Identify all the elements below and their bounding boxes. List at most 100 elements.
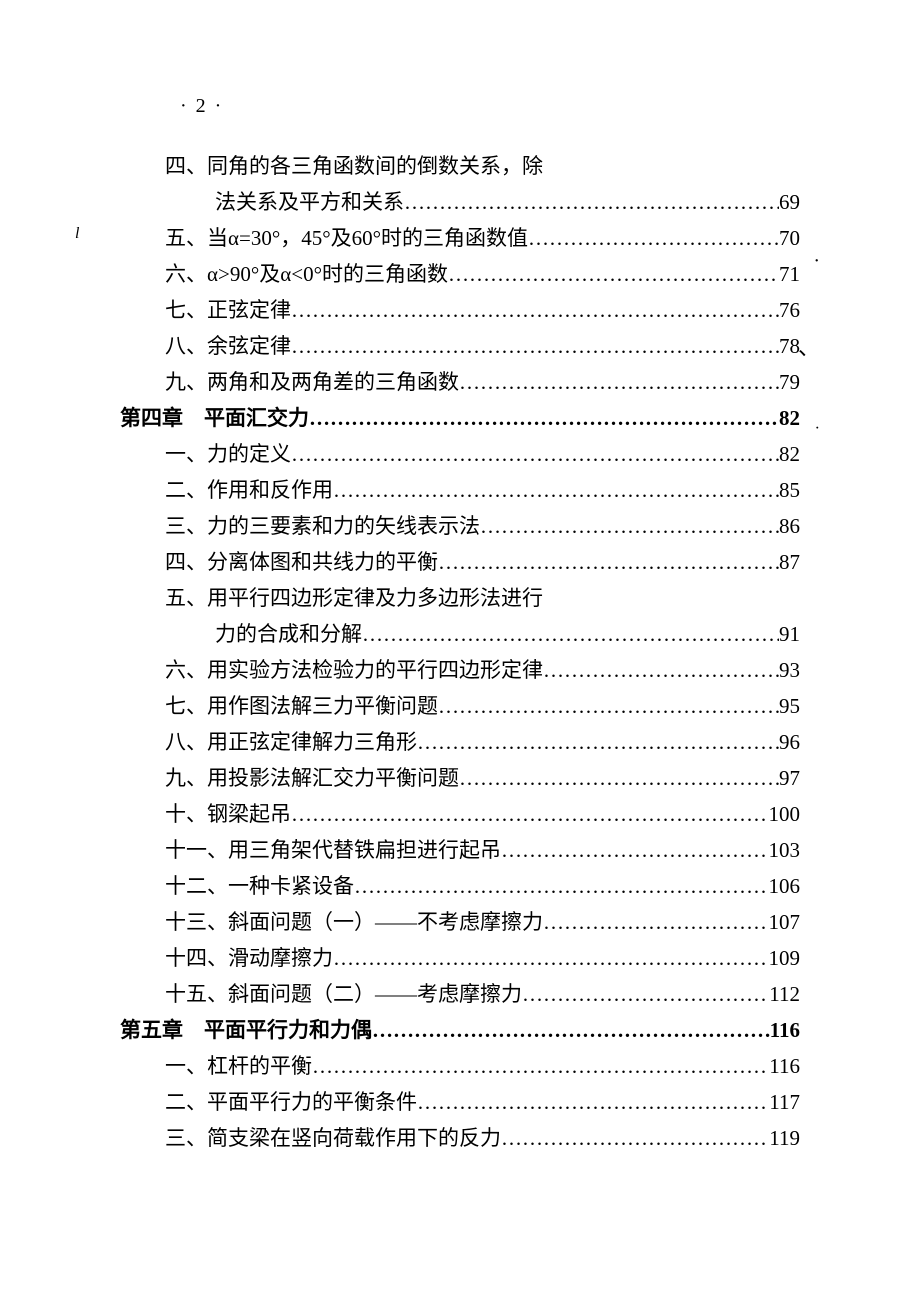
scan-artifact-dot2: · xyxy=(815,420,820,438)
toc-page: 97 xyxy=(779,760,800,796)
toc-text: 斜面问题（二）——考虑摩擦力 xyxy=(228,976,522,1012)
toc-entry: 一、杠杆的平衡………………………………………………………………116 xyxy=(120,1048,800,1084)
toc-page: 103 xyxy=(769,832,801,868)
toc-text: 滑动摩擦力 xyxy=(228,940,333,976)
toc-entry: 五、用平行四边形定律及力多边形法进行 xyxy=(120,580,800,616)
toc-text: 用正弦定律解力三角形 xyxy=(207,724,417,760)
dot-leader: ……………………………………………………………… xyxy=(417,1084,769,1120)
toc-entry: 五、当α=30°，45°及60°时的三角函数值……………………………………………… xyxy=(120,220,800,256)
toc-text: 平面平行力的平衡条件 xyxy=(207,1084,417,1120)
toc-entry: 十四、滑动摩擦力………………………………………………………………109 xyxy=(120,940,800,976)
toc-text: α>90°及α<0°时的三角函数 xyxy=(207,256,448,292)
dot-leader: ……………………………………………………………… xyxy=(291,436,779,472)
toc-text-cont: 力的合成和分解 xyxy=(215,616,362,652)
toc-text: 同角的各三角函数间的倒数关系，除 xyxy=(207,148,543,184)
dot-leader: ……………………………………………………………… xyxy=(291,292,779,328)
toc-page: 112 xyxy=(769,976,800,1012)
toc-text: 一种卡紧设备 xyxy=(228,868,354,904)
toc-text: 力的定义 xyxy=(207,436,291,472)
toc-entry-continuation: 力的合成和分解………………………………………………………………91 xyxy=(120,616,800,652)
dot-leader: ……………………………………………………………… xyxy=(459,364,779,400)
toc-text: 作用和反作用 xyxy=(207,472,333,508)
toc-page: 82 xyxy=(779,436,800,472)
toc-text: 用作图法解三力平衡问题 xyxy=(207,688,438,724)
toc-page: 85 xyxy=(779,472,800,508)
dot-leader: ……………………………………………………………… xyxy=(438,544,779,580)
toc-page: 91 xyxy=(779,616,800,652)
dot-leader: ……………………………………………………………… xyxy=(528,220,779,256)
toc-page: 82 xyxy=(779,400,800,436)
toc-label: 十四、 xyxy=(165,940,228,976)
toc-label: 五、 xyxy=(165,580,207,616)
toc-label: 二、 xyxy=(165,472,207,508)
toc-page: 106 xyxy=(769,868,801,904)
toc-page: 93 xyxy=(779,652,800,688)
toc-label: 第四章 xyxy=(120,400,183,436)
toc-label: 一、 xyxy=(165,1048,207,1084)
toc-label: 九、 xyxy=(165,364,207,400)
toc-text: 平面平行力和力偶 xyxy=(204,1012,372,1048)
toc-text: 力的三要素和力的矢线表示法 xyxy=(207,508,480,544)
dot-leader: ……………………………………………………………… xyxy=(501,1120,769,1156)
toc-label: 十五、 xyxy=(165,976,228,1012)
toc-label: 十二、 xyxy=(165,868,228,904)
toc-text-cont: 法关系及平方和关系 xyxy=(215,184,404,220)
spacer xyxy=(183,1012,204,1048)
toc-page: 116 xyxy=(770,1012,800,1048)
toc-text: 两角和及两角差的三角函数 xyxy=(207,364,459,400)
table-of-contents: 四、同角的各三角函数间的倒数关系，除法关系及平方和关系…………………………………… xyxy=(120,148,800,1156)
toc-label: 八、 xyxy=(165,328,207,364)
dot-leader: ……………………………………………………………… xyxy=(448,256,779,292)
dot-leader: ……………………………………………………………… xyxy=(501,832,769,868)
dot-leader: ……………………………………………………………… xyxy=(438,688,779,724)
toc-text: 正弦定律 xyxy=(207,292,291,328)
toc-page: 87 xyxy=(779,544,800,580)
toc-entry: 八、用正弦定律解力三角形………………………………………………………………96 xyxy=(120,724,800,760)
dot-leader: ……………………………………………………………… xyxy=(309,400,779,436)
toc-label: 四、 xyxy=(165,544,207,580)
toc-entry: 七、用作图法解三力平衡问题………………………………………………………………95 xyxy=(120,688,800,724)
toc-text: 杠杆的平衡 xyxy=(207,1048,312,1084)
toc-entry: 六、用实验方法检验力的平行四边形定律…………………………………………………………… xyxy=(120,652,800,688)
toc-page: 116 xyxy=(769,1048,800,1084)
toc-page: 95 xyxy=(779,688,800,724)
toc-entry: 四、分离体图和共线力的平衡………………………………………………………………87 xyxy=(120,544,800,580)
toc-text: 分离体图和共线力的平衡 xyxy=(207,544,438,580)
toc-chapter: 第四章 平面汇交力………………………………………………………………82 xyxy=(120,400,800,436)
toc-entry: 十五、斜面问题（二）——考虑摩擦力……………………………………………………………… xyxy=(120,976,800,1012)
toc-label: 七、 xyxy=(165,688,207,724)
page-header: · 2 · xyxy=(180,95,800,118)
toc-text: 当α=30°，45°及60°时的三角函数值 xyxy=(207,220,528,256)
toc-entry: 十、钢梁起吊………………………………………………………………100 xyxy=(120,796,800,832)
toc-entry-continuation: 法关系及平方和关系………………………………………………………………69 xyxy=(120,184,800,220)
toc-entry: 一、力的定义………………………………………………………………82 xyxy=(120,436,800,472)
toc-text: 余弦定律 xyxy=(207,328,291,364)
toc-chapter: 第五章 平面平行力和力偶………………………………………………………………116 xyxy=(120,1012,800,1048)
toc-text: 用投影法解汇交力平衡问题 xyxy=(207,760,459,796)
scan-artifact-comma: 、 xyxy=(798,330,820,362)
toc-entry: 八、余弦定律………………………………………………………………78 xyxy=(120,328,800,364)
dot-leader: ……………………………………………………………… xyxy=(543,904,769,940)
toc-entry: 十三、斜面问题（一）——不考虑摩擦力…………………………………………………………… xyxy=(120,904,800,940)
toc-entry: 二、作用和反作用………………………………………………………………85 xyxy=(120,472,800,508)
dot-leader: ……………………………………………………………… xyxy=(459,760,779,796)
toc-entry: 四、同角的各三角函数间的倒数关系，除 xyxy=(120,148,800,184)
toc-page: 117 xyxy=(769,1084,800,1120)
toc-entry: 二、平面平行力的平衡条件………………………………………………………………117 xyxy=(120,1084,800,1120)
dot-leader: ……………………………………………………………… xyxy=(333,940,769,976)
toc-entry: 十一、用三角架代替铁扁担进行起吊………………………………………………………………… xyxy=(120,832,800,868)
toc-text: 斜面问题（一）——不考虑摩擦力 xyxy=(228,904,543,940)
dot-leader: ……………………………………………………………… xyxy=(372,1012,770,1048)
toc-label: 七、 xyxy=(165,292,207,328)
dot-leader: ……………………………………………………………… xyxy=(291,796,769,832)
dot-leader: ……………………………………………………………… xyxy=(480,508,779,544)
dot-leader: ……………………………………………………………… xyxy=(362,616,779,652)
toc-page: 70 xyxy=(779,220,800,256)
toc-entry: 九、两角和及两角差的三角函数………………………………………………………………79 xyxy=(120,364,800,400)
toc-entry: 六、α>90°及α<0°时的三角函数…………………………………………………………… xyxy=(120,256,800,292)
toc-label: 十一、 xyxy=(165,832,228,868)
toc-label: 三、 xyxy=(165,1120,207,1156)
toc-page: 71 xyxy=(779,256,800,292)
toc-page: 109 xyxy=(769,940,801,976)
toc-label: 二、 xyxy=(165,1084,207,1120)
